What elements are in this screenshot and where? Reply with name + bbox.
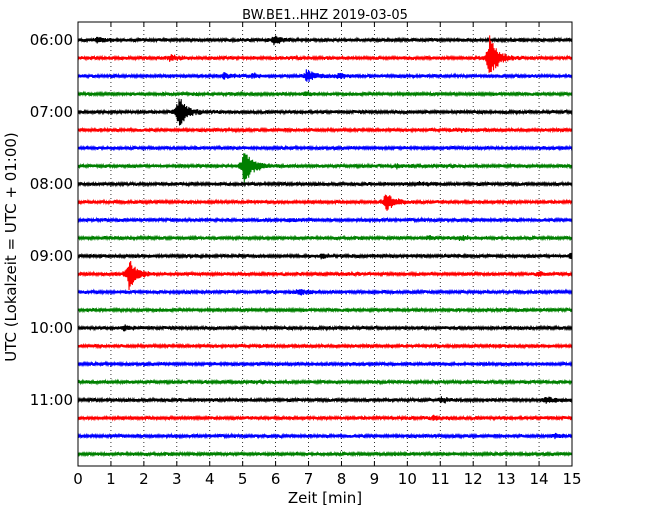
trace-1100 [77,396,573,404]
y-tick-label: 10:00 [30,319,73,337]
trace-0630 [77,69,573,82]
trace-0945 [77,306,573,314]
x-tick-label: 15 [562,470,581,488]
trace-0830 [77,216,573,224]
trace-1115 [77,414,573,422]
trace-0600 [77,35,573,46]
trace-0915 [77,261,573,291]
trace-1130 [77,432,573,440]
chart-title: BW.BE1..HHZ 2019-03-05 [242,8,408,23]
x-tick-label: 8 [337,470,347,488]
trace-0615 [77,35,573,73]
x-tick-label: 0 [73,470,83,488]
trace-1045 [77,378,573,386]
seismogram-traces [77,35,573,458]
x-axis: 0 1 2 3 4 5 6 7 8 9 10 11 12 13 14 15 [73,22,582,488]
x-tick-label: 1 [106,470,116,488]
y-tick-label: 07:00 [30,103,73,121]
y-tick-label: 09:00 [30,247,73,265]
x-tick-label: 5 [238,470,248,488]
trace-1000 [77,324,573,332]
x-tick-label: 6 [271,470,281,488]
y-axis: 06:00 07:00 08:00 09:00 10:00 11:00 [30,31,83,409]
plot-frame [77,21,573,467]
x-tick-label: 13 [497,470,516,488]
x-tick-label: 2 [139,470,149,488]
trace-0930 [77,288,573,296]
trace-0730 [77,144,573,152]
trace-1145 [77,450,573,458]
x-tick-label: 11 [431,470,450,488]
trace-0815 [77,194,573,211]
x-tick-label: 12 [464,470,483,488]
trace-0700 [77,98,573,126]
x-tick-label: 14 [530,470,549,488]
y-tick-label: 11:00 [30,391,73,409]
x-axis-label: Zeit [min] [288,489,362,507]
trace-0845 [77,234,573,242]
x-tick-label: 9 [370,470,380,488]
x-tick-label: 10 [398,470,417,488]
x-tick-label: 7 [304,470,314,488]
x-tick-label: 4 [205,470,215,488]
y-axis-label: UTC (Lokalzeit = UTC + 01:00) [2,132,20,362]
trace-1030 [77,360,573,368]
y-tick-label: 06:00 [30,31,73,49]
trace-0715 [77,126,573,134]
y-tick-label: 08:00 [30,175,73,193]
x-tick-label: 3 [172,470,182,488]
trace-0645 [77,90,573,98]
trace-0800 [77,180,573,188]
trace-0900 [77,252,573,260]
trace-0745 [77,153,573,183]
trace-1015 [77,342,573,350]
